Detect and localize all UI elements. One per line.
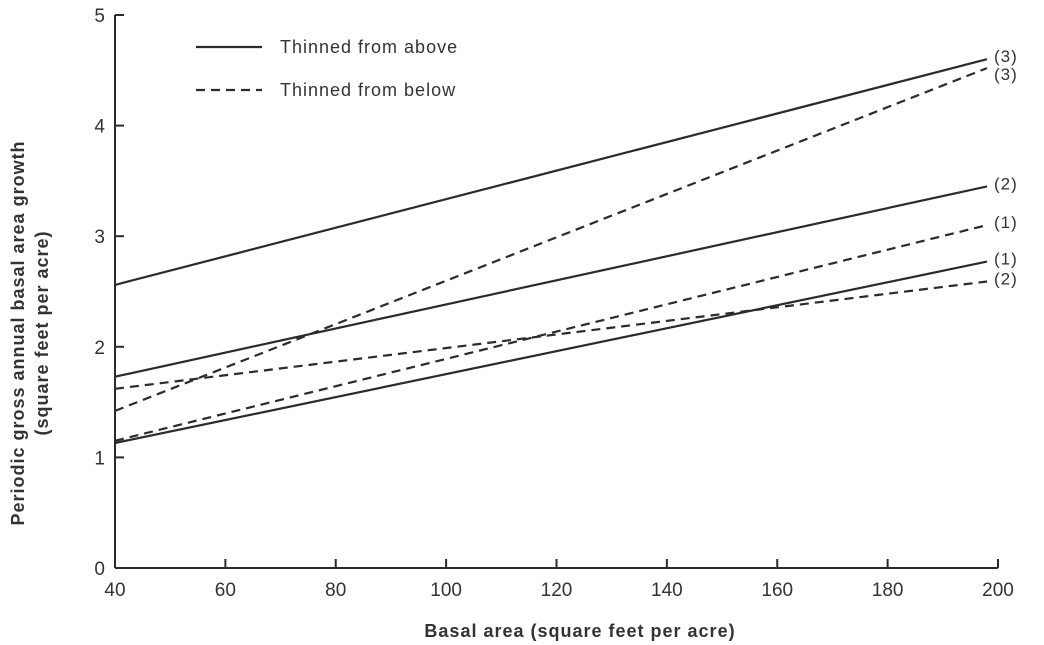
series-line-solid-1 bbox=[114, 260, 988, 445]
series-line-dashed-2 bbox=[114, 280, 988, 390]
legend: Thinned from above Thinned from below bbox=[196, 37, 458, 100]
x-tick-label: 180 bbox=[872, 580, 904, 601]
y-axis-title-line1: Periodic gross annual basal area growth bbox=[8, 140, 28, 525]
series-end-label: (3) bbox=[994, 47, 1018, 66]
y-tick-label: 5 bbox=[94, 6, 105, 27]
x-tick-label: 200 bbox=[982, 580, 1014, 601]
legend-label: Thinned from below bbox=[280, 80, 456, 100]
series-end-label: (1) bbox=[994, 250, 1018, 269]
x-tick-label: 60 bbox=[215, 580, 236, 601]
y-tick-label: 3 bbox=[94, 227, 105, 248]
series-line-dashed-1 bbox=[114, 224, 988, 442]
y-tick-label: 2 bbox=[94, 338, 105, 359]
x-tick-label: 80 bbox=[325, 580, 346, 601]
y-tick-label: 1 bbox=[94, 448, 105, 469]
series-layer: (3)(3)(2)(1)(1)(2) bbox=[114, 47, 1018, 445]
x-axis-title: Basal area (square feet per acre) bbox=[424, 621, 735, 641]
series-end-label: (1) bbox=[994, 213, 1018, 232]
axes: 40 60 80 100 120 140 160 180 200 0 1 2 3 4 5 bbox=[94, 6, 1013, 601]
x-tick-label: 160 bbox=[761, 580, 793, 601]
x-tick-label: 40 bbox=[104, 580, 125, 601]
x-tick-label: 120 bbox=[541, 580, 573, 601]
legend-label: Thinned from above bbox=[280, 37, 458, 57]
series-line-solid-3 bbox=[114, 58, 988, 286]
y-tick-label: 0 bbox=[94, 559, 105, 580]
series-line-solid-2 bbox=[114, 185, 988, 378]
series-end-label: (2) bbox=[994, 270, 1018, 289]
y-tick-label: 4 bbox=[94, 117, 105, 138]
x-tick-label: 140 bbox=[651, 580, 683, 601]
series-end-label: (3) bbox=[994, 65, 1018, 84]
y-axis-title-line2: (square feet per acre) bbox=[32, 230, 52, 435]
x-tick-label: 100 bbox=[430, 580, 462, 601]
series-end-label: (2) bbox=[994, 174, 1018, 193]
series-line-dashed-3 bbox=[114, 67, 988, 412]
